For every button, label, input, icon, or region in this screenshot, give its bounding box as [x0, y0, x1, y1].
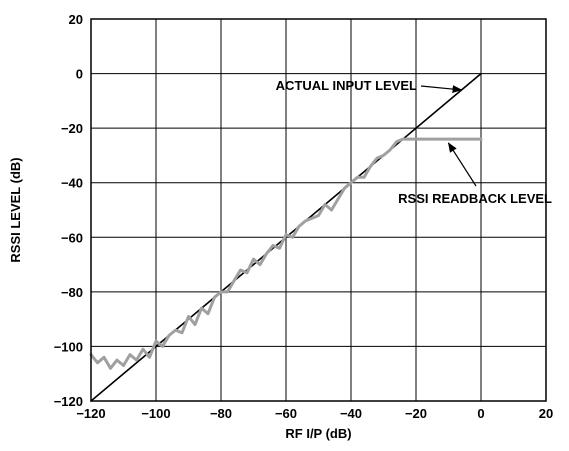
y-tick-label: −20 [61, 121, 83, 136]
y-tick-label: −40 [61, 176, 83, 191]
x-axis-label: RF I/P (dB) [285, 426, 351, 441]
x-tick-label: −100 [141, 406, 170, 421]
x-tick-label: 0 [477, 406, 484, 421]
y-tick-label: −120 [54, 394, 83, 409]
annotation-actual-input-level-text: ACTUAL INPUT LEVEL [276, 78, 417, 93]
y-tick-label: −100 [54, 339, 83, 354]
annotation-rssi-readback-level-text: RSSI READBACK LEVEL [398, 191, 552, 206]
x-tick-label: −80 [210, 406, 232, 421]
y-tick-label: 0 [76, 67, 83, 82]
grid [90, 18, 547, 402]
annotation-rssi-readback-level: RSSI READBACK LEVEL [398, 142, 552, 206]
y-tick-labels: 20 0 −20 −40 −60 −80 −100 −120 [54, 12, 83, 409]
annotation-actual-input-level: ACTUAL INPUT LEVEL [276, 78, 463, 94]
y-tick-label: −60 [61, 230, 83, 245]
y-tick-label: 20 [69, 12, 83, 27]
x-tick-labels: −120 −100 −80 −60 −40 −20 0 20 [76, 406, 553, 421]
x-tick-label: −60 [275, 406, 297, 421]
annotation-actual-input-level-arrow [420, 85, 463, 94]
series-rssi-readback-level-line [89, 137, 483, 370]
plot-frame [90, 18, 547, 402]
x-tick-label: 20 [539, 406, 553, 421]
y-axis-label: RSSI LEVEL (dB) [8, 157, 23, 262]
x-tick-label: −20 [405, 406, 427, 421]
x-tick-label: −120 [76, 406, 105, 421]
annotation-rssi-readback-level-arrow [447, 142, 477, 187]
x-tick-label: −40 [340, 406, 362, 421]
y-tick-label: −80 [61, 285, 83, 300]
series-layer [89, 72, 483, 402]
